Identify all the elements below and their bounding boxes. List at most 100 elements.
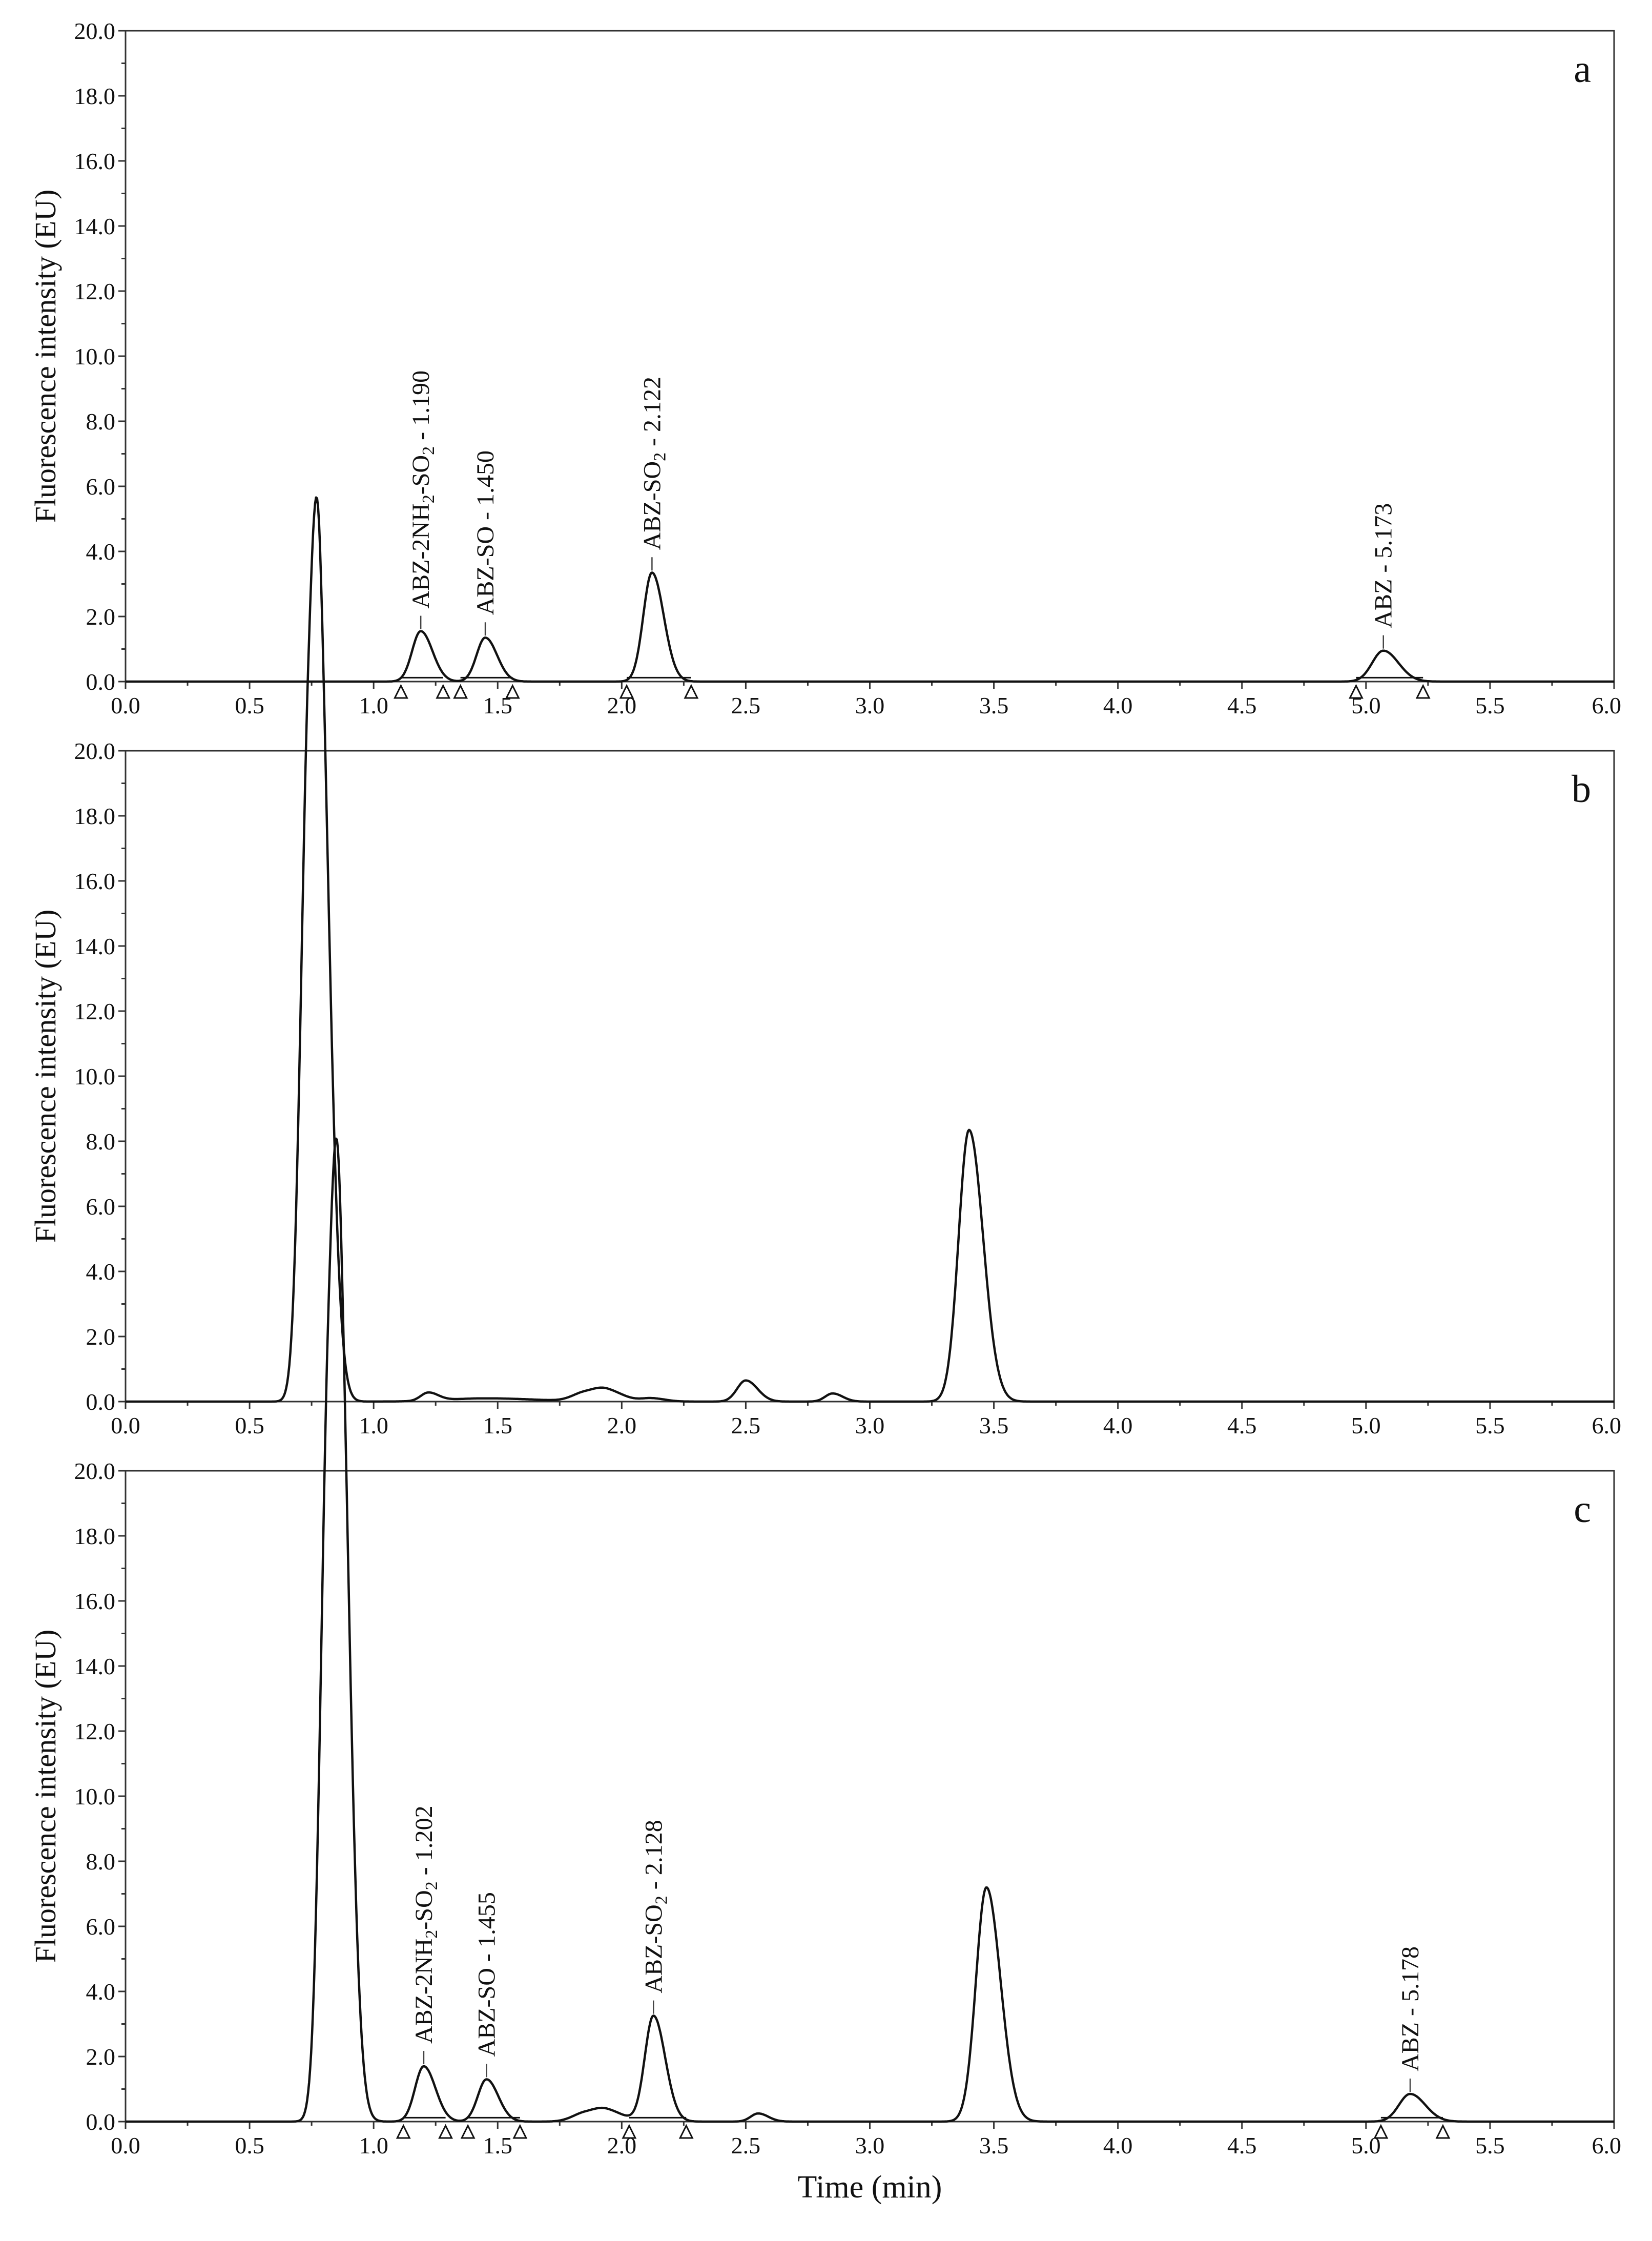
x-tick-label: 2.5 [731, 692, 761, 718]
x-tick-label: 0.0 [111, 2132, 140, 2158]
y-tick-label: 2.0 [86, 604, 116, 630]
x-tick-label: 3.5 [979, 1412, 1009, 1438]
x-tick-label: 1.5 [483, 1412, 513, 1438]
x-tick-label: 4.0 [1103, 1412, 1133, 1438]
x-tick-label: 4.5 [1227, 1412, 1257, 1438]
y-tick-label: 16.0 [74, 868, 116, 894]
peak-label: ABZ - 5.173 [1370, 503, 1397, 628]
peak-label-part: ABZ-SO - 1.455 [473, 1892, 500, 2057]
x-tick-label: 0.5 [235, 2132, 264, 2158]
y-tick-label: 18.0 [74, 803, 116, 829]
x-tick-label: 0.5 [235, 1412, 264, 1438]
chromatogram-trace [125, 1137, 1615, 2123]
integration-marker [622, 2124, 637, 2139]
x-tick-label: 0.0 [111, 1412, 140, 1438]
x-tick-label: 5.5 [1475, 692, 1505, 718]
x-tick-label: 3.5 [979, 2132, 1009, 2158]
y-tick-label: 8.0 [86, 1848, 116, 1875]
x-tick-label: 6.0 [1592, 2132, 1622, 2158]
panel-c: 0.0 0.5 1.0 1.5 2.0 2.5 3.0 3.5 4.0 4.5 5.0 5.5 6.0 0… [29, 1137, 1622, 2205]
y-tick-label: 0.0 [86, 1389, 116, 1415]
peak-label-part: 2 [422, 1881, 441, 1890]
peak-label-part: - 2.122 [638, 377, 666, 453]
y-tick-label: 14.0 [74, 933, 116, 959]
y-tick-label: 6.0 [86, 1914, 116, 1940]
peak-label: ABZ-SO2 - 2.128 [640, 1820, 671, 1993]
peak-label-part: 2 [652, 1896, 671, 1904]
y-tick-label: 20.0 [74, 738, 116, 764]
integration-marker [1435, 2124, 1451, 2139]
y-tick-label: 10.0 [74, 1063, 116, 1089]
x-tick-label: 1.0 [359, 2132, 388, 2158]
peak-label-part: -SO [410, 1890, 438, 1929]
integration-marker [678, 2124, 694, 2139]
plot-frame [125, 750, 1615, 1403]
peak-label-part: 2 [419, 495, 438, 503]
x-axis-label: Time (min) [798, 2170, 942, 2205]
x-tick-label: 5.0 [1351, 1412, 1381, 1438]
y-tick-label: 16.0 [74, 1588, 116, 1614]
integration-marker [684, 684, 699, 699]
y-tick-label: 8.0 [86, 408, 116, 435]
y-tick-label: 2.0 [86, 2044, 116, 2070]
panel-letter: a [1574, 48, 1591, 91]
panel-letter: b [1572, 768, 1591, 811]
integration-marker [505, 684, 520, 699]
x-tick-label: 1.5 [483, 2132, 513, 2158]
x-tick-label: 3.0 [855, 1412, 885, 1438]
x-tick-label: 3.5 [979, 692, 1009, 718]
peak-label: ABZ-SO - 1.450 [472, 450, 499, 615]
x-tick-label: 4.0 [1103, 692, 1133, 718]
integration-marker [438, 2124, 453, 2139]
y-tick-label: 0.0 [86, 669, 116, 695]
integration-marker [1349, 684, 1364, 699]
y-tick-label: 18.0 [74, 1523, 116, 1549]
y-tick-label: 20.0 [74, 18, 116, 44]
y-tick-label: 16.0 [74, 148, 116, 174]
y-tick-label: 4.0 [86, 1979, 116, 2005]
x-tick-label: 5.5 [1475, 2132, 1505, 2158]
integration-marker [1373, 2124, 1389, 2139]
y-tick-label: 6.0 [86, 1194, 116, 1220]
peak-label-part: - 2.128 [640, 1820, 667, 1896]
peak-label-part: ABZ-2NH [410, 1939, 438, 2044]
x-tick-label: 0.0 [111, 692, 140, 718]
peak-label: ABZ-SO - 1.455 [473, 1892, 500, 2057]
integration-marker [512, 2124, 528, 2139]
panel-b: 0.0 0.5 1.0 1.5 2.0 2.5 3.0 3.5 4.0 4.5 5.0 5.5 6.0 0… [29, 496, 1622, 1438]
x-tick-label: 3.0 [855, 2132, 885, 2158]
peak-label-part: ABZ-SO [638, 461, 666, 550]
y-axis-label: Fluorescence intensity (EU) [29, 910, 62, 1243]
y-tick-label: 6.0 [86, 474, 116, 500]
integration-marker [1415, 684, 1431, 699]
y-tick-label: 12.0 [74, 998, 116, 1024]
x-tick-label: 4.0 [1103, 2132, 1133, 2158]
x-tick-label: 2.5 [731, 2132, 761, 2158]
integration-marker [436, 684, 451, 699]
x-tick-label: 2.5 [731, 1412, 761, 1438]
x-tick-label: 1.0 [359, 692, 388, 718]
peak-label-part: ABZ-SO - 1.450 [472, 450, 499, 615]
peak-label-part: ABZ-SO [640, 1904, 667, 1993]
y-tick-label: 12.0 [74, 1718, 116, 1744]
peak-label-part: 2 [650, 453, 669, 461]
peak-label-part: 2 [422, 1930, 441, 1939]
y-axis-label: Fluorescence intensity (EU) [29, 1630, 62, 1963]
peak-label-part: -SO [407, 455, 435, 495]
y-tick-label: 0.0 [86, 2109, 116, 2135]
x-tick-label: 0.5 [235, 692, 264, 718]
x-tick-label: 2.0 [607, 1412, 637, 1438]
x-tick-label: 6.0 [1592, 1412, 1622, 1438]
peak-label-part: - 1.202 [410, 1805, 438, 1881]
x-tick-label: 4.5 [1227, 692, 1257, 718]
y-tick-label: 4.0 [86, 539, 116, 565]
x-tick-label: 3.0 [855, 692, 885, 718]
y-tick-label: 2.0 [86, 1324, 116, 1350]
x-tick-label: 4.5 [1227, 2132, 1257, 2158]
y-axis-label: Fluorescence intensity (EU) [29, 190, 62, 523]
integration-marker [453, 684, 468, 699]
integration-marker [396, 2124, 411, 2139]
peak-label: ABZ-2NH2-SO2 - 1.190 [407, 371, 438, 609]
y-tick-label: 12.0 [74, 278, 116, 304]
